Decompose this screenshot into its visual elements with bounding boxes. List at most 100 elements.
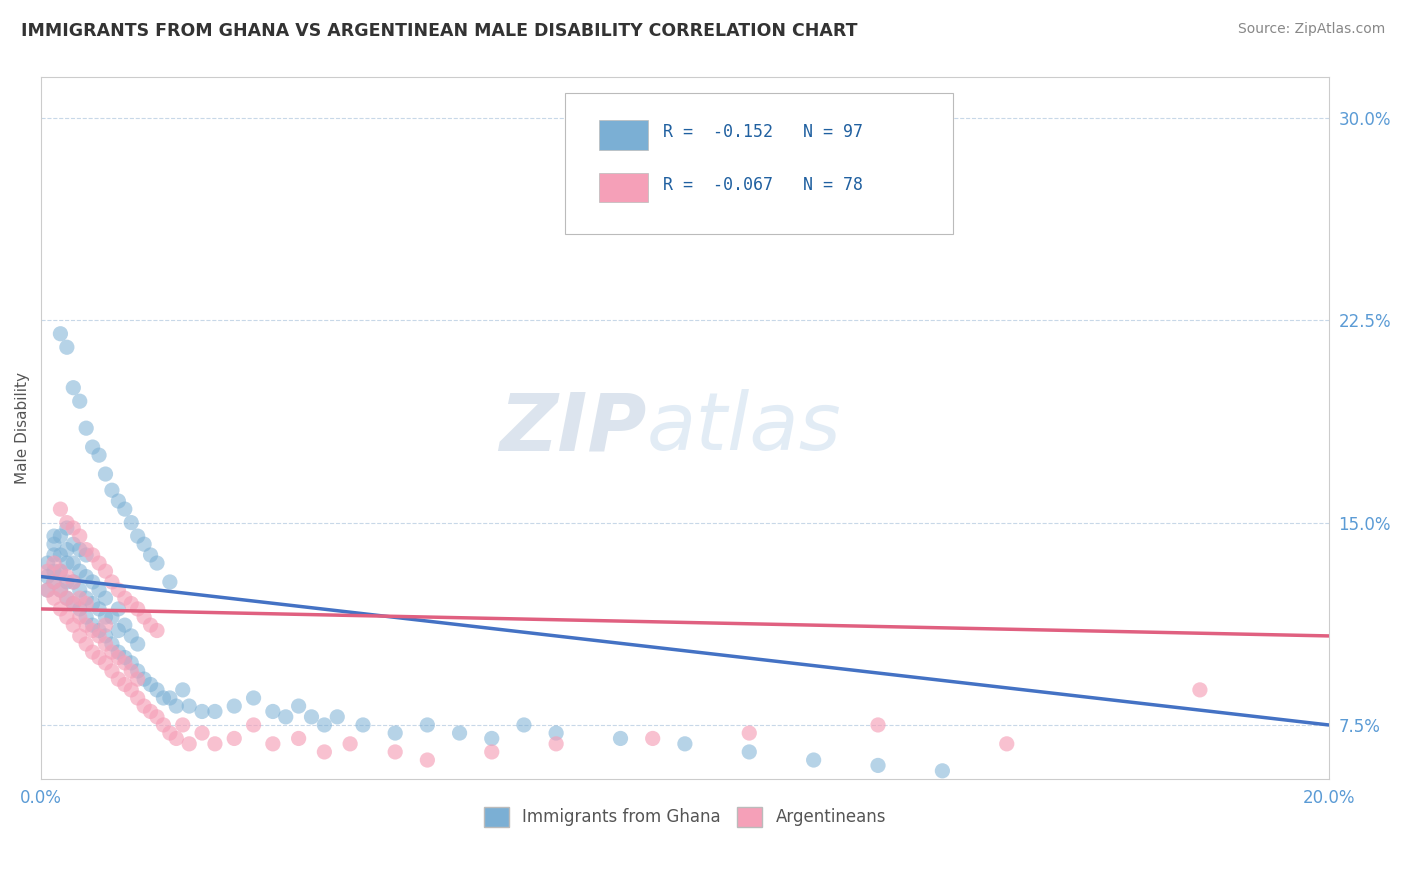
Point: [132, 537, 155, 551]
Point: [75, 548, 97, 562]
Point: [62, 537, 84, 551]
Point: [114, 591, 136, 606]
Point: [87, 650, 110, 665]
Point: [49, 583, 72, 598]
Point: [69, 542, 91, 557]
Point: [114, 618, 136, 632]
Point: [82, 548, 104, 562]
Point: [139, 677, 162, 691]
Point: [56, 569, 79, 583]
Point: [56, 340, 79, 354]
Point: [82, 645, 104, 659]
Point: [127, 602, 149, 616]
Point: [49, 564, 72, 578]
Point: [191, 705, 214, 719]
Point: [69, 629, 91, 643]
Point: [139, 618, 162, 632]
Point: [94, 637, 117, 651]
Point: [49, 502, 72, 516]
Point: [42, 548, 65, 562]
Point: [172, 682, 194, 697]
Point: [127, 690, 149, 705]
Text: R =  -0.067   N = 78: R = -0.067 N = 78: [664, 176, 863, 194]
Point: [224, 699, 246, 714]
Point: [995, 737, 1018, 751]
Point: [87, 448, 110, 462]
Point: [69, 583, 91, 598]
Point: [127, 637, 149, 651]
Point: [101, 574, 124, 589]
Point: [62, 597, 84, 611]
Point: [82, 597, 104, 611]
Point: [641, 731, 664, 746]
Point: [56, 591, 79, 606]
Point: [866, 758, 889, 772]
Point: [56, 542, 79, 557]
Point: [62, 521, 84, 535]
Point: [107, 494, 129, 508]
Point: [49, 602, 72, 616]
Point: [69, 602, 91, 616]
Point: [75, 591, 97, 606]
Point: [87, 556, 110, 570]
Point: [139, 548, 162, 562]
Text: atlas: atlas: [647, 389, 841, 467]
Point: [146, 682, 169, 697]
Point: [62, 597, 84, 611]
Point: [159, 574, 181, 589]
Point: [449, 726, 471, 740]
Point: [242, 718, 264, 732]
Point: [314, 745, 336, 759]
Point: [94, 564, 117, 578]
Point: [114, 677, 136, 691]
Point: [172, 718, 194, 732]
Point: [69, 564, 91, 578]
Point: [62, 618, 84, 632]
Point: [120, 516, 142, 530]
Point: [107, 583, 129, 598]
Point: [165, 731, 187, 746]
Point: [146, 710, 169, 724]
Point: [82, 440, 104, 454]
Point: [481, 745, 503, 759]
Point: [384, 745, 406, 759]
FancyBboxPatch shape: [565, 93, 953, 234]
Point: [56, 610, 79, 624]
Point: [146, 624, 169, 638]
Point: [314, 718, 336, 732]
Point: [107, 645, 129, 659]
Point: [49, 583, 72, 598]
Point: [546, 737, 568, 751]
Point: [42, 529, 65, 543]
Point: [75, 618, 97, 632]
Point: [803, 753, 825, 767]
Point: [673, 737, 696, 751]
Point: [339, 737, 361, 751]
Point: [42, 556, 65, 570]
Text: Source: ZipAtlas.com: Source: ZipAtlas.com: [1237, 22, 1385, 37]
Point: [204, 737, 226, 751]
Point: [120, 656, 142, 670]
Point: [56, 574, 79, 589]
Point: [287, 731, 309, 746]
Point: [287, 699, 309, 714]
Point: [56, 556, 79, 570]
Point: [204, 705, 226, 719]
Point: [101, 637, 124, 651]
Point: [609, 731, 631, 746]
Point: [326, 710, 349, 724]
Point: [301, 710, 323, 724]
Point: [56, 516, 79, 530]
Point: [87, 602, 110, 616]
Point: [274, 710, 297, 724]
Point: [224, 731, 246, 746]
Point: [107, 650, 129, 665]
Point: [75, 542, 97, 557]
Point: [738, 726, 761, 740]
Point: [37, 564, 59, 578]
Point: [866, 718, 889, 732]
Point: [87, 629, 110, 643]
Point: [87, 624, 110, 638]
Point: [37, 556, 59, 570]
Point: [120, 682, 142, 697]
